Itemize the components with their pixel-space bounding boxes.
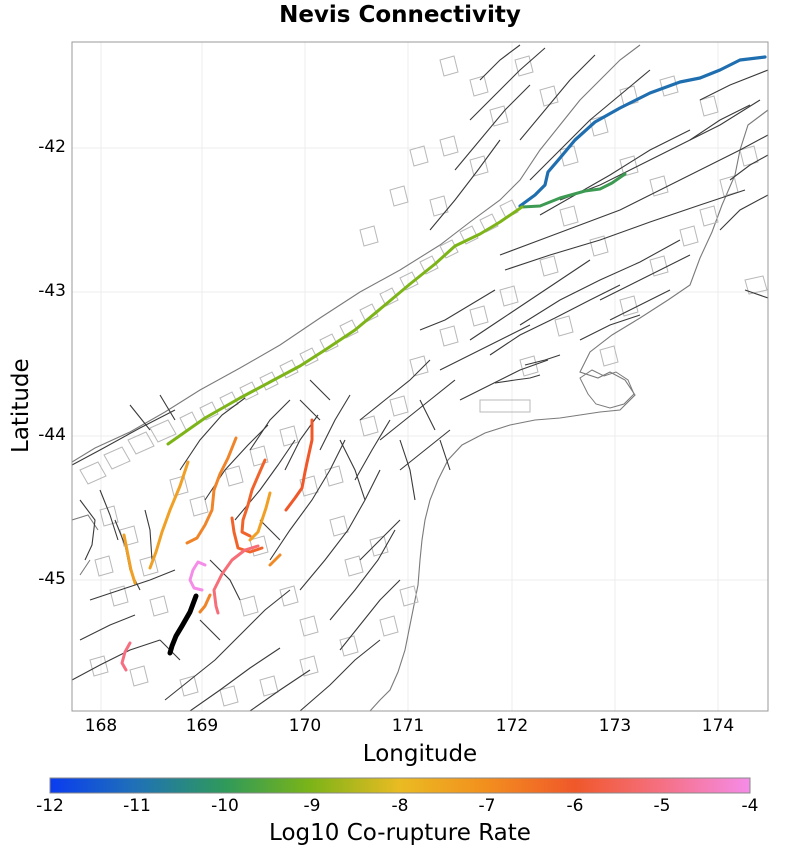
fault-traces [72,44,768,711]
x-tick-label: 168 [84,716,118,736]
colorbar-tick-label: -7 [478,796,496,816]
colorbar-tick-label: -8 [391,796,409,816]
rupture-hope [520,172,627,209]
rupture-paths [120,55,767,672]
rupture-alpine-north [518,55,767,208]
y-tick-label: -44 [38,425,66,445]
grid-lines [72,42,768,711]
chart-title: Nevis Connectivity [279,2,521,28]
colorbar-tick-label: -12 [36,796,64,816]
colorbar-tick-label: -11 [123,796,151,816]
coastline [72,44,768,711]
x-tick-label: 170 [288,716,322,736]
x-axis-title: Longitude [362,741,478,767]
colorbar-tick-label: -9 [303,796,321,816]
colorbar-tick-label: -5 [653,796,671,816]
rupture-alpine-central [166,205,524,446]
x-tick-label: 173 [598,716,632,736]
y-tick-label: -42 [38,137,66,157]
x-tick-label: 169 [185,716,219,736]
x-tick-label: 174 [701,716,735,736]
y-tick-label: -45 [38,569,66,589]
colorbar-tick-label: -10 [211,796,239,816]
colorbar-tick-label: -4 [741,796,759,816]
x-tick-label: 172 [495,716,529,736]
plot-frame [71,41,769,712]
x-tick-label: 171 [391,716,425,736]
banks-peninsula [579,369,635,409]
rupture-nevis [167,593,199,656]
colorbar-tick-label: -6 [566,796,584,816]
colorbar [49,777,751,794]
y-tick-label: -43 [38,281,66,301]
fault-planes [79,55,768,707]
colorbar-title: Log10 Co-rupture Rate [269,820,531,846]
